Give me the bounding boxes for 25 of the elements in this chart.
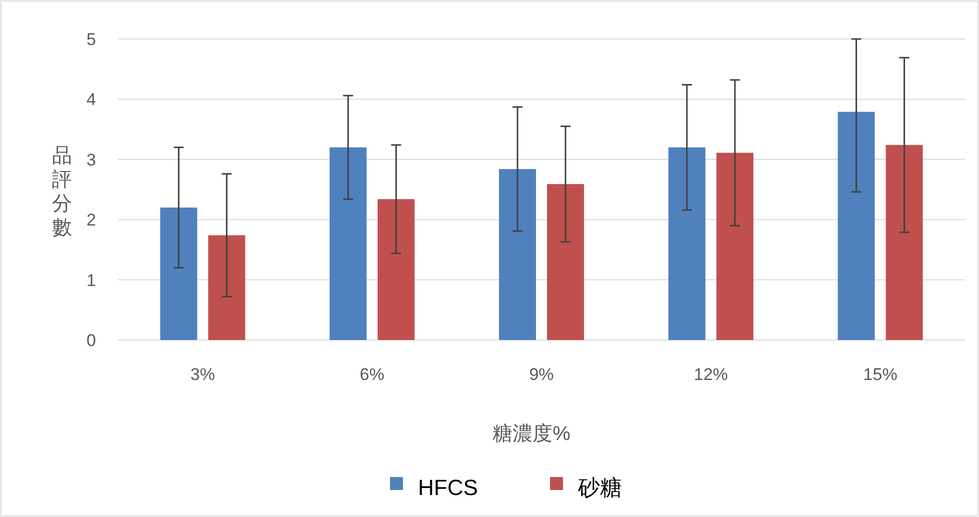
x-tick-label: 15% [863,365,898,384]
y-tick-label: 1 [86,270,96,290]
bar [499,169,536,340]
y-tick-label: 4 [86,90,96,110]
bar [547,184,584,340]
y-tick-label: 0 [86,331,96,350]
y-tick-label: 3 [86,150,96,170]
x-tick-label: 6% [360,365,384,384]
y-tick-label: 2 [86,210,96,230]
bar [330,147,367,340]
x-tick-label: 3% [190,365,215,384]
bar [886,144,923,340]
bar [668,147,706,340]
x-tick-label: 12% [694,365,728,384]
legend-label: 砂糖 [577,475,622,500]
legend-label: HFCS [418,475,478,500]
bar [208,235,246,340]
bar [838,112,875,340]
x-tick-label: 9% [529,365,554,384]
x-axis-title: 糖濃度% [492,423,571,445]
y-tick-label: 5 [86,30,96,49]
bar [378,199,415,340]
bar [160,208,198,340]
y-axis-title: 品評分數 [52,145,72,239]
bar [716,152,754,340]
